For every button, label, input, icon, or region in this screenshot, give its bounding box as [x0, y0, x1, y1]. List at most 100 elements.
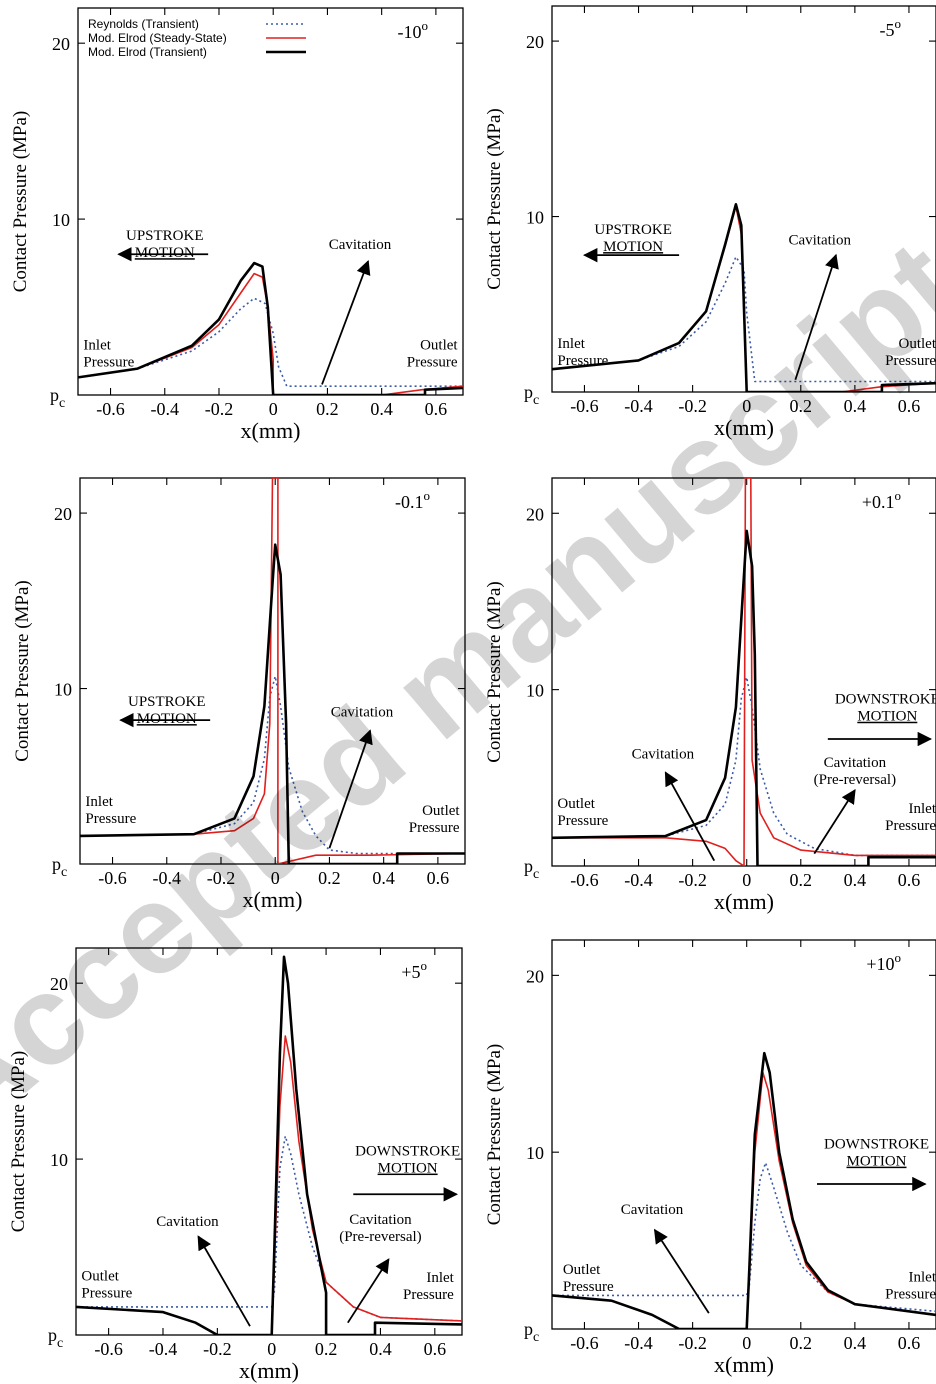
annotation: Outlet Pressure [557, 796, 608, 829]
x-tick-label: -0.6 [96, 399, 125, 419]
annotation-line: Inlet [426, 1270, 454, 1286]
annotation-line: Inlet [909, 801, 936, 817]
angle-label: +10o [866, 950, 901, 974]
series-line-2 [552, 478, 936, 866]
annotation: Inlet Pressure [403, 1270, 455, 1303]
x-tick-label: -0.4 [153, 868, 182, 888]
x-axis-title: x(mm) [714, 1352, 774, 1377]
y-tick-label: 20 [54, 504, 72, 524]
pc-label: pc [48, 1325, 63, 1351]
annotation-line: Inlet [83, 337, 111, 353]
annotation-line: Pressure [409, 820, 460, 836]
y-tick-label: 10 [50, 1150, 68, 1170]
pc-label: pc [524, 382, 539, 408]
annotation-line: MOTION [135, 245, 195, 261]
annotation-line: Pressure [407, 354, 458, 370]
x-tick-label: 0.6 [424, 1339, 447, 1359]
plot-frame [551, 939, 936, 1330]
y-tick-label: 20 [526, 504, 544, 524]
annotation: UPSTROKE MOTION [594, 222, 672, 255]
annotation-line: UPSTROKE [126, 228, 204, 244]
annotation-line: MOTION [847, 1154, 907, 1170]
annotation: Outlet Pressure [563, 1262, 614, 1295]
pc-subscript: c [533, 1330, 539, 1345]
y-tick-label: 10 [526, 1143, 544, 1163]
x-tick-label: 0.2 [790, 396, 813, 416]
x-tick-label: 0.2 [315, 1339, 338, 1359]
annotation: Cavitation [632, 746, 695, 762]
annotation-line: (Pre-reversal) [814, 772, 896, 788]
annotation-line: Cavitation [632, 746, 695, 762]
x-tick-label: -0.4 [624, 870, 653, 890]
x-tick-label: 0 [742, 1333, 751, 1353]
annotation-arrow [328, 729, 373, 849]
annotation: DOWNSTROKE MOTION [355, 1144, 460, 1177]
annotation: DOWNSTROKE MOTION [824, 1137, 929, 1170]
legend-label: Mod. Elrod (Steady-State) [88, 31, 227, 45]
y-axis-title: Contact Pressure (MPa) [12, 580, 33, 762]
x-tick-label: 0.6 [898, 870, 921, 890]
annotation-arrow [813, 788, 856, 855]
annotation: Cavitation [156, 1214, 219, 1230]
annotation-line: Pressure [885, 353, 936, 369]
degree-symbol: o [424, 488, 431, 503]
degree-symbol: o [422, 18, 429, 33]
annotation: Inlet Pressure [885, 1269, 936, 1302]
y-tick-label: 10 [526, 681, 544, 701]
y-tick-label: 10 [526, 208, 544, 228]
series-line-2 [78, 272, 463, 395]
x-tick-label: -0.2 [207, 868, 236, 888]
series-line-1 [80, 675, 465, 855]
annotation: DOWNSTROKE MOTION [835, 692, 936, 725]
x-tick-label: -0.2 [678, 870, 707, 890]
plot-frame [551, 5, 936, 393]
annotation-line: UPSTROKE [128, 694, 206, 710]
pc-label: pc [50, 385, 65, 411]
annotation: Cavitation (Pre-reversal) [814, 755, 896, 788]
annotation: UPSTROKE MOTION [126, 228, 204, 261]
angle-label: -0.1o [395, 488, 430, 512]
x-tick-label: -0.2 [205, 399, 234, 419]
annotation: Cavitation [331, 705, 394, 721]
angle-label: -5o [880, 16, 902, 40]
annotation-line: Pressure [85, 811, 136, 827]
annotation-line: Outlet [899, 336, 936, 352]
series-group [552, 478, 936, 866]
annotation-arrow [197, 1235, 251, 1327]
series-group [552, 1051, 936, 1329]
x-tick-label: 0.4 [370, 399, 393, 419]
chart-panel: -0.6 -0.4 -0.2 0 0.2 0.4 0.6 10 20 pc x(mm) Contact… [8, 947, 463, 1383]
x-tick-label: 0 [267, 1339, 276, 1359]
y-tick-label: 20 [52, 34, 70, 54]
series-line-3 [552, 1051, 936, 1329]
y-axis-title: Contact Pressure (MPa) [484, 1044, 505, 1226]
chart-panel: -0.6 -0.4 -0.2 0 0.2 0.4 0.6 10 20 pc x(mm) Contact… [10, 7, 464, 443]
annotation-line: DOWNSTROKE [835, 692, 936, 708]
degree-symbol: o [895, 488, 902, 503]
annotation-line: Inlet [85, 794, 113, 810]
chart-panel: -0.6 -0.4 -0.2 0 0.2 0.4 0.6 10 20 pc x(mm) Contact… [484, 5, 936, 440]
annotation-line: Pressure [81, 1285, 132, 1301]
x-axis-title: x(mm) [241, 418, 301, 443]
x-tick-label: -0.2 [678, 1333, 707, 1353]
x-tick-label: -0.6 [570, 870, 599, 890]
x-tick-label: 0 [271, 868, 280, 888]
series-line-1 [552, 256, 936, 383]
x-tick-label: 0.6 [427, 868, 450, 888]
series-line-3 [552, 529, 936, 866]
x-tick-label: 0.4 [369, 1339, 392, 1359]
x-axis-title: x(mm) [243, 887, 303, 912]
watermark: Accepted manuscript [0, 214, 936, 1160]
y-tick-label: 10 [52, 210, 70, 230]
annotation-line: Outlet [420, 337, 458, 353]
x-tick-label: -0.2 [678, 396, 707, 416]
annotation: Cavitation [788, 233, 851, 249]
degree-symbol: o [421, 958, 428, 973]
x-tick-label: 0.6 [425, 399, 448, 419]
x-tick-label: -0.6 [570, 396, 599, 416]
annotation-line: Cavitation [156, 1214, 219, 1230]
x-tick-label: 0.2 [790, 1333, 813, 1353]
annotation-line: Pressure [885, 818, 936, 834]
series-group [78, 261, 463, 395]
y-tick-label: 10 [54, 680, 72, 700]
